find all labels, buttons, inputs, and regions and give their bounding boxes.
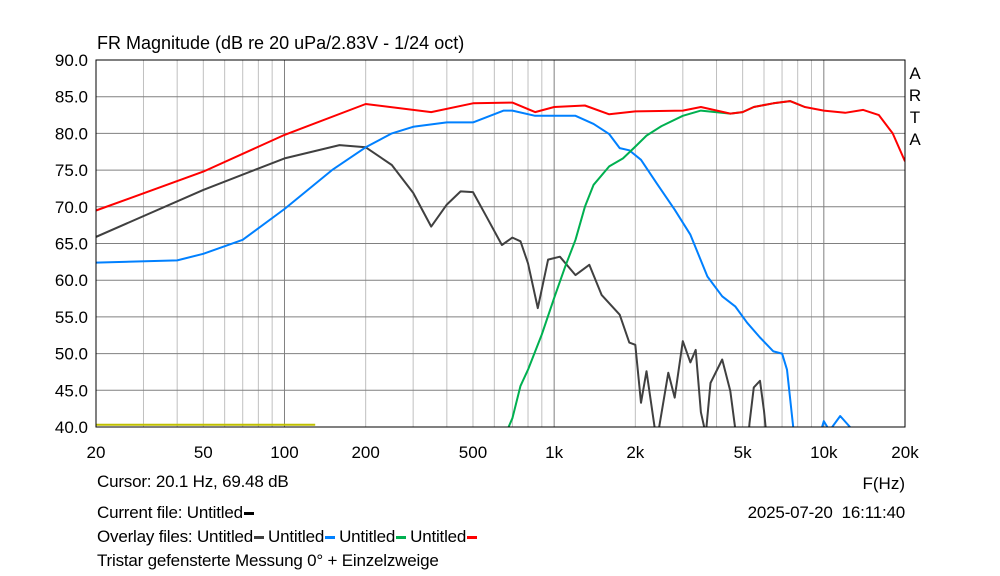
overlay-color-swatch	[254, 536, 265, 540]
x-tick-label: 500	[459, 443, 487, 462]
y-tick-label: 70.0	[55, 198, 88, 217]
overlay-color-swatch	[467, 536, 478, 540]
overlay-file-name: Untitled	[410, 527, 467, 546]
y-tick-label: 65.0	[55, 235, 88, 254]
chart-title: FR Magnitude (dB re 20 uPa/2.83V - 1/24 …	[97, 33, 464, 53]
x-tick-label: 2k	[626, 443, 644, 462]
overlay-color-swatch	[325, 536, 336, 540]
y-tick-label: 80.0	[55, 124, 88, 143]
datetime: 2025-07-20 16:11:40	[747, 503, 906, 522]
series-line-2	[507, 100, 806, 427]
x-tick-label: 20k	[891, 443, 919, 462]
y-tick-label: 60.0	[55, 271, 88, 290]
cursor-readout: Cursor: 20.1 Hz, 69.48 dB	[97, 472, 289, 491]
y-tick-label: 55.0	[55, 308, 88, 327]
x-tick-label: 100	[270, 443, 298, 462]
series-line-0	[96, 144, 767, 427]
x-axis-ticks: 20 50 100 200 500 1k 2k 5k 10k 20k	[87, 443, 920, 462]
y-axis-ticks: 40.0 45.0 50.0 55.0 60.0 65.0 70.0 75.0 80.0 85.0…	[55, 51, 88, 437]
brand-letter: A	[909, 130, 921, 149]
y-tick-label: 45.0	[55, 381, 88, 400]
current-file-label: Current file: Untitled	[97, 503, 243, 522]
grid	[96, 60, 905, 427]
y-tick-label: 40.0	[55, 418, 88, 437]
brand-letter: R	[909, 86, 921, 105]
y-tick-label: 90.0	[55, 51, 88, 70]
brand-letter: T	[910, 108, 920, 127]
y-tick-label: 85.0	[55, 88, 88, 107]
series-group	[96, 100, 905, 427]
y-tick-label: 50.0	[55, 345, 88, 364]
x-tick-label: 5k	[734, 443, 752, 462]
x-axis-label: F(Hz)	[863, 474, 905, 493]
series-line-1	[96, 109, 852, 427]
overlay-file-name: Untitled	[339, 527, 396, 546]
measurement-description: Tristar gefensterte Messung 0° + Einzelz…	[97, 551, 439, 570]
plot-frame	[95, 59, 906, 428]
overlay-files: Overlay files: Untitled Untitled Untitled U…	[97, 527, 481, 547]
current-file-color-swatch	[243, 512, 254, 516]
x-tick-label: 1k	[545, 443, 563, 462]
x-tick-label: 20	[87, 443, 106, 462]
overlay-color-swatch	[396, 536, 407, 540]
overlay-file-name: Untitled	[196, 527, 254, 546]
x-tick-label: 50	[194, 443, 213, 462]
y-tick-label: 75.0	[55, 161, 88, 180]
current-file: Current file: Untitled	[97, 503, 258, 523]
overlay-file-name: Untitled	[268, 527, 325, 546]
overlay-label: Overlay files:	[97, 527, 193, 546]
x-tick-label: 200	[351, 443, 379, 462]
brand-letter: A	[909, 64, 921, 83]
series-line-3	[96, 100, 905, 212]
x-tick-label: 10k	[810, 443, 838, 462]
